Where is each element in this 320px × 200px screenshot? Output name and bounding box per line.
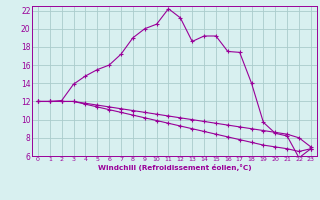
X-axis label: Windchill (Refroidissement éolien,°C): Windchill (Refroidissement éolien,°C) bbox=[98, 164, 251, 171]
